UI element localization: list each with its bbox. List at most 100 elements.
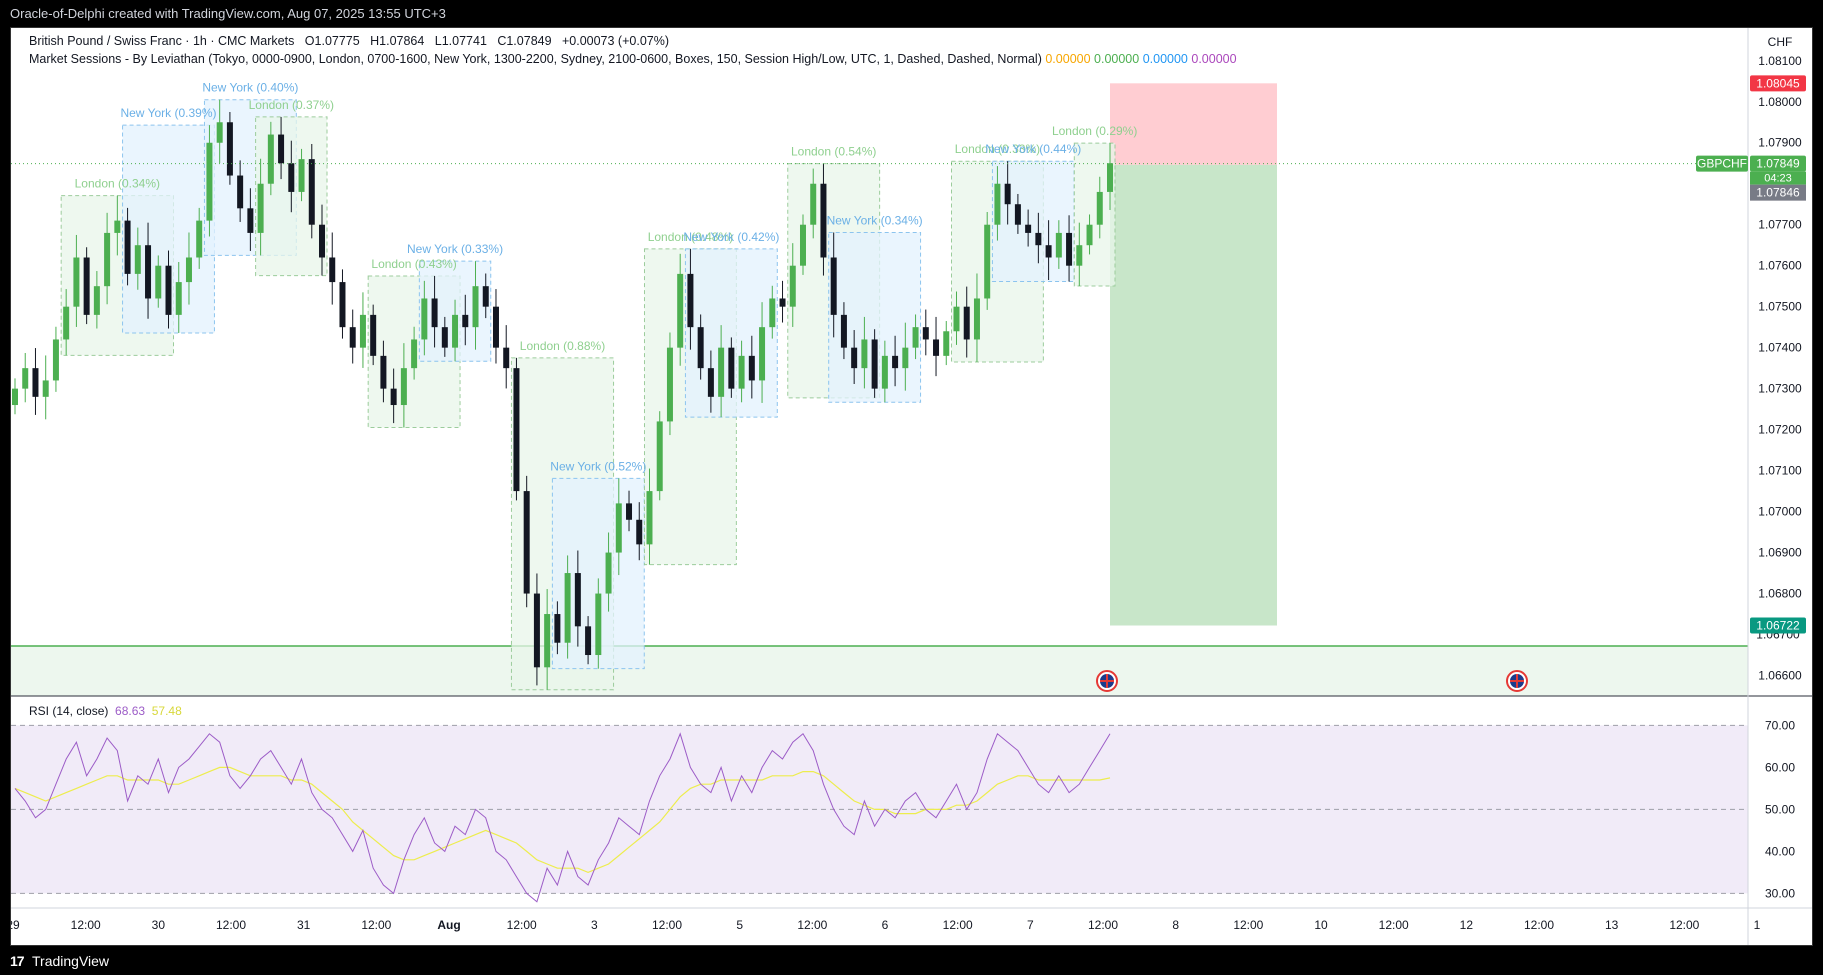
entry-price-tag[interactable]: 1.07846	[1750, 184, 1806, 201]
candle-body	[145, 245, 152, 299]
candle-body	[165, 265, 172, 315]
change-value: +0.00073 (+0.07%)	[561, 34, 669, 48]
tradingview-logo-icon[interactable]: 17	[10, 953, 25, 969]
rsi-tick-label: 40.00	[1765, 844, 1795, 858]
time-tick-label: 12:00	[1088, 918, 1118, 932]
candle-body	[789, 265, 796, 307]
time-tick-label: 12:00	[1524, 918, 1554, 932]
candle-body	[881, 355, 888, 389]
target-price-tag-text: 1.06722	[1756, 619, 1800, 633]
candle-body	[697, 327, 704, 369]
time-tick-label: 13	[1605, 918, 1619, 932]
indicator-legend[interactable]: Market Sessions - By Leviathan (Tokyo, 0…	[29, 52, 1237, 66]
candle-body	[953, 306, 960, 332]
footer-brand[interactable]: TradingView	[32, 953, 110, 969]
candle-body	[820, 183, 827, 258]
candle-body	[902, 347, 909, 369]
price-tick-label: 1.07100	[1758, 464, 1802, 478]
candle-body	[656, 421, 663, 492]
chart-frame[interactable]: London (0.34%) New York (0.39%) New York (…	[6, 27, 1813, 946]
candle-body	[595, 593, 602, 656]
candle-body	[1035, 232, 1042, 246]
close-value: 1.07849	[506, 34, 552, 48]
last-price-tag[interactable]: 1.07849	[1750, 155, 1806, 172]
candle-body	[871, 339, 878, 389]
low-label: L	[434, 34, 442, 48]
session-label: New York (0.40%)	[202, 81, 298, 95]
candle-body	[63, 306, 70, 340]
candle-body	[769, 298, 776, 328]
candle-body	[134, 245, 141, 274]
support-zone[interactable]	[11, 646, 1748, 696]
indicator-value: 0.00000	[1142, 52, 1192, 66]
candle-body	[380, 355, 387, 389]
title-bar: Oracle-of-Delphi created with TradingVie…	[0, 0, 1823, 27]
candle-body	[400, 368, 407, 406]
candle-body	[779, 298, 786, 307]
indicator-values: 0.00000 0.00000 0.00000 0.00000	[1045, 52, 1236, 66]
candle-body	[1096, 191, 1103, 225]
target-price-tag[interactable]: 1.06722	[1750, 617, 1806, 634]
open-value: 1.07775	[314, 34, 360, 48]
symbol-name[interactable]: British Pound / Swiss Franc · 1h · CMC M…	[29, 34, 295, 48]
newyork-session-box[interactable]	[991, 160, 1075, 283]
candle-body	[411, 339, 418, 369]
candle-body	[73, 257, 80, 307]
time-tick-label: 5	[736, 918, 743, 932]
time-tick-label: 3	[591, 918, 598, 932]
symbol-legend[interactable]: British Pound / Swiss Franc · 1h · CMC M…	[29, 34, 669, 48]
candle-body	[359, 314, 366, 348]
rsi-legend[interactable]: RSI (14, close) 68.63 57.48	[29, 704, 182, 718]
candle-body	[759, 327, 766, 381]
time-tick-label: 12:00	[1233, 918, 1263, 932]
candle-body	[452, 314, 459, 348]
uk-flag-event-icon[interactable]	[1096, 670, 1118, 692]
candle-body	[748, 355, 755, 381]
time-tick-label: 12:00	[652, 918, 682, 932]
candle-body	[533, 593, 540, 668]
time-tick-label: 30	[152, 918, 166, 932]
time-tick-label: 12:00	[797, 918, 827, 932]
candle-body	[707, 368, 714, 397]
price-tick-label: 1.07400	[1758, 341, 1802, 355]
price-tick-label: 1.07900	[1758, 136, 1802, 150]
candle-body	[114, 220, 121, 233]
candle-body	[462, 314, 469, 328]
currency-label[interactable]: CHF	[1768, 35, 1793, 49]
stop-loss-zone[interactable]	[1110, 83, 1277, 165]
price-tick-label: 1.07600	[1758, 259, 1802, 273]
candle-body	[185, 257, 192, 283]
rsi-tick-label: 50.00	[1765, 802, 1795, 816]
candle-body	[933, 339, 940, 356]
session-label: London (0.33%)	[955, 142, 1040, 156]
stop-price-tag-text: 1.08045	[1756, 76, 1800, 90]
time-tick-label: 8	[1172, 918, 1179, 932]
candle-body	[42, 380, 49, 397]
symbol-price-tag[interactable]: GBPCHF	[1696, 155, 1748, 172]
price-tick-label: 1.08000	[1758, 95, 1802, 109]
indicator-name[interactable]: Market Sessions - By Leviathan (Tokyo, 0…	[29, 52, 1042, 66]
time-tick-label: 6	[882, 918, 889, 932]
price-tick-label: 1.07200	[1758, 423, 1802, 437]
session-label: London (0.29%)	[1052, 124, 1137, 138]
stop-price-tag[interactable]: 1.08045	[1750, 75, 1806, 92]
price-tick-label: 1.07000	[1758, 505, 1802, 519]
uk-flag-event-icon[interactable]	[1506, 670, 1528, 692]
candle-body	[1055, 232, 1062, 258]
candle-body	[216, 122, 223, 143]
candle-body	[124, 220, 131, 274]
rsi-name[interactable]: RSI (14, close)	[29, 704, 109, 718]
time-tick-label: 12	[1460, 918, 1474, 932]
candle-body	[175, 282, 182, 315]
session-label: London (0.54%)	[791, 145, 876, 159]
price-tick-label: 1.07700	[1758, 218, 1802, 232]
rsi-tick-label: 60.00	[1765, 760, 1795, 774]
candle-body	[267, 134, 274, 184]
take-profit-zone[interactable]	[1110, 164, 1277, 626]
chart-svg[interactable]: London (0.34%) New York (0.39%) New York (…	[6, 28, 1812, 945]
candle-body	[574, 573, 581, 627]
candle-body	[646, 491, 653, 545]
candle-body	[994, 183, 1001, 225]
rsi-value: 68.63	[115, 704, 146, 718]
time-tick-label: 12:00	[507, 918, 537, 932]
